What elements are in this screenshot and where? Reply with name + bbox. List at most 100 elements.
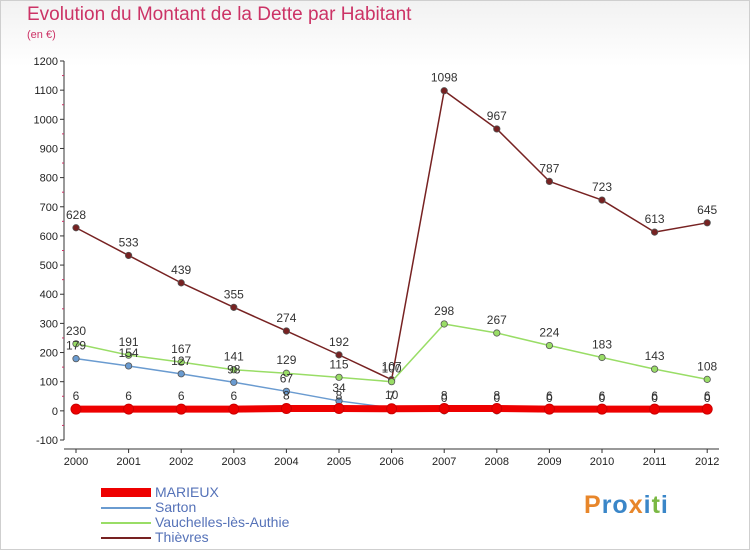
data-point xyxy=(703,219,711,227)
data-point xyxy=(230,303,238,311)
data-label: 10 xyxy=(385,388,399,402)
logo-letter: i xyxy=(660,491,669,519)
data-point xyxy=(72,340,80,348)
legend-label: Vauchelles-lès-Authie xyxy=(155,514,290,530)
data-point xyxy=(598,196,606,204)
data-label: 6 xyxy=(704,389,711,403)
data-label: 127 xyxy=(171,354,191,368)
y-tick-label: 600 xyxy=(40,231,58,243)
data-label: 6 xyxy=(178,389,185,403)
data-point xyxy=(123,403,135,415)
legend-swatch xyxy=(101,500,151,515)
data-point xyxy=(491,403,503,415)
x-tick-label: 2008 xyxy=(485,456,509,468)
data-point xyxy=(649,403,661,415)
x-tick-label: 2004 xyxy=(274,456,298,468)
data-label: 533 xyxy=(119,235,139,249)
logo-letter: P xyxy=(584,491,602,519)
data-label: 98 xyxy=(227,362,241,376)
data-label: 628 xyxy=(66,208,86,222)
x-tick-label: 2010 xyxy=(590,456,614,468)
logo-letter: t xyxy=(651,491,661,519)
chart-plot-area: 6285334393552741921071098967787723613645… xyxy=(66,71,718,415)
data-label: 129 xyxy=(276,353,296,367)
legend-swatch xyxy=(101,485,151,500)
data-point xyxy=(177,279,185,287)
data-point xyxy=(543,403,555,415)
x-tick-label: 2007 xyxy=(432,456,456,468)
data-point xyxy=(440,87,448,95)
data-label: 0 xyxy=(493,391,500,405)
data-label: 723 xyxy=(592,180,612,194)
chart-title: Evolution du Montant de la Dette par Hab… xyxy=(27,4,412,25)
x-tick-label: 2009 xyxy=(537,456,561,468)
y-tick-label: 200 xyxy=(40,348,58,360)
legend-label: Thièvres xyxy=(155,529,209,545)
data-label: 191 xyxy=(119,335,139,349)
data-label: 67 xyxy=(280,371,294,385)
legend-label: MARIEUX xyxy=(155,484,219,500)
data-point xyxy=(335,351,343,359)
y-tick-label: 300 xyxy=(40,318,58,330)
data-label: 6 xyxy=(230,389,237,403)
data-point xyxy=(72,355,80,363)
data-point xyxy=(701,403,713,415)
data-label: 34 xyxy=(332,381,346,395)
data-label: 267 xyxy=(487,313,507,327)
data-point xyxy=(177,370,185,378)
data-point xyxy=(650,365,659,373)
data-label: 787 xyxy=(539,161,559,175)
data-label: 141 xyxy=(224,350,244,364)
data-point xyxy=(175,403,187,415)
data-label: 439 xyxy=(171,263,191,277)
proxiti-logo: Proxiti xyxy=(584,491,669,520)
data-label: 108 xyxy=(697,359,717,373)
data-point xyxy=(282,387,290,395)
data-point xyxy=(72,224,80,232)
chart-subtitle: (en €) xyxy=(27,29,56,41)
x-tick-label: 2002 xyxy=(169,456,193,468)
y-tick-label: 1100 xyxy=(34,85,58,97)
data-label: 192 xyxy=(329,335,349,349)
data-label: 355 xyxy=(224,287,244,301)
data-point xyxy=(598,353,606,362)
x-tick-label: 2006 xyxy=(379,456,403,468)
data-point xyxy=(386,403,398,415)
data-label: 1098 xyxy=(431,71,458,85)
data-label: 6 xyxy=(73,389,80,403)
data-label: 6 xyxy=(599,389,606,403)
legend-swatch xyxy=(101,515,151,530)
data-point xyxy=(596,403,608,415)
y-tick-label: 700 xyxy=(40,202,58,214)
data-label: 6 xyxy=(546,389,553,403)
data-label: 0 xyxy=(704,391,711,405)
y-tick-label: 1000 xyxy=(34,114,58,126)
data-point xyxy=(230,366,238,374)
y-tick-label: 1200 xyxy=(34,56,58,68)
chart-axes: -100010020030040050060070080090010001100… xyxy=(34,56,720,468)
logo-letter: i xyxy=(643,491,652,519)
legend-label: Sarton xyxy=(155,499,197,515)
data-label: 298 xyxy=(434,304,454,318)
data-label: 167 xyxy=(171,342,191,356)
data-point xyxy=(440,320,448,328)
data-label: 274 xyxy=(276,311,296,325)
data-label: 183 xyxy=(592,337,612,351)
y-tick-label: 900 xyxy=(40,143,58,155)
data-label: 8 xyxy=(441,389,448,403)
x-tick-label: 2001 xyxy=(116,456,140,468)
data-label: 100 xyxy=(382,362,402,376)
data-point xyxy=(282,369,290,377)
y-tick-label: -100 xyxy=(36,435,58,447)
data-label: 107 xyxy=(382,360,402,374)
data-label: 8 xyxy=(493,389,500,403)
data-label: 115 xyxy=(329,357,348,371)
data-point xyxy=(650,228,659,236)
logo-letter: x xyxy=(628,491,644,519)
y-tick-label: 400 xyxy=(40,289,58,301)
data-point xyxy=(282,327,290,335)
data-point xyxy=(703,375,711,383)
y-tick-label: 500 xyxy=(40,260,58,272)
data-label: 0 xyxy=(599,391,606,405)
